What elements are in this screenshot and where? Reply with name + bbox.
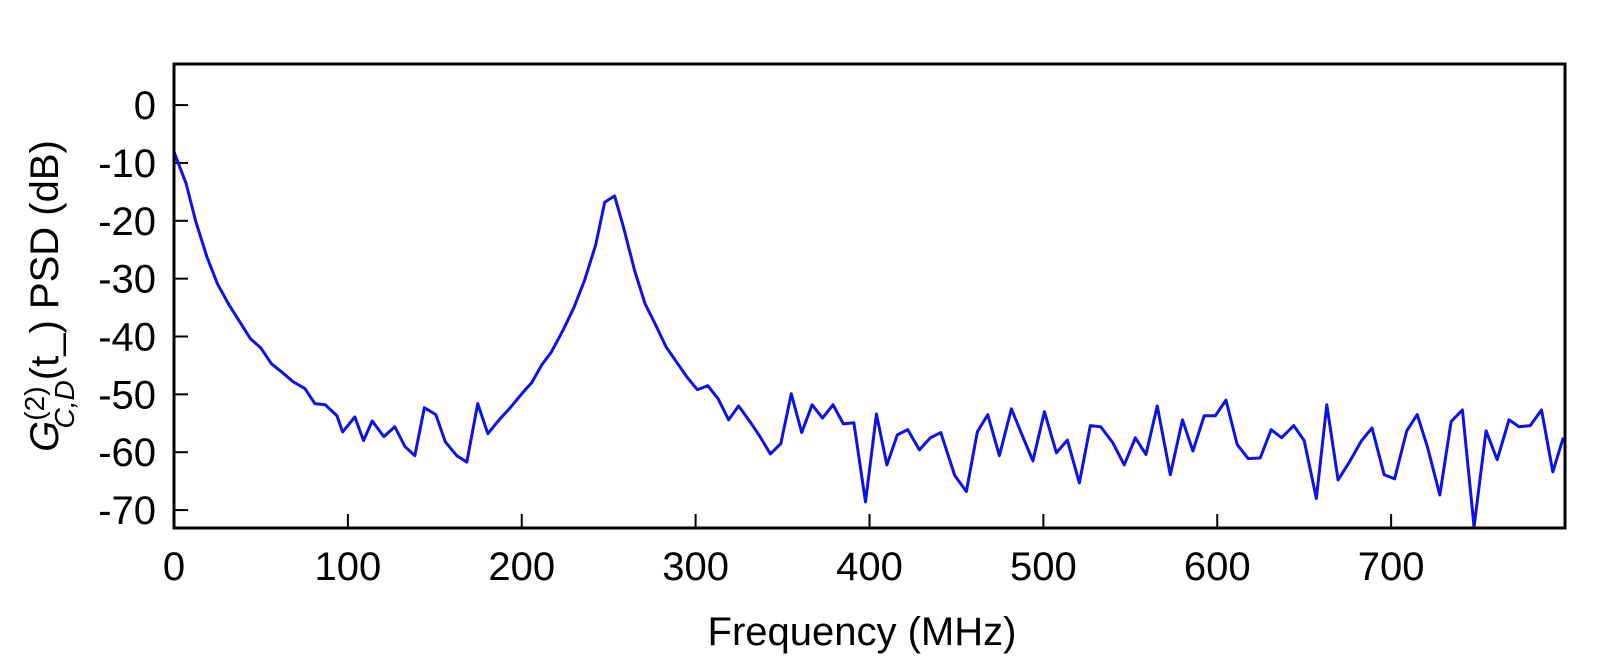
- y-tick-label: -70: [98, 489, 156, 533]
- x-tick-label: 200: [488, 545, 555, 589]
- x-tick-label: 500: [1010, 545, 1077, 589]
- plot-frame: [172, 62, 1567, 530]
- y-axis-label: G(2)C,D(t_) PSD (dB): [19, 140, 80, 452]
- y-label-rest: PSD (dB): [23, 140, 67, 320]
- y-label-sup: (2): [19, 386, 50, 420]
- x-axis-label: Frequency (MHz): [708, 610, 1017, 654]
- y-tick-label: -30: [98, 258, 156, 302]
- x-tick-label: 100: [315, 545, 382, 589]
- y-tick-label: -10: [98, 142, 156, 186]
- x-tick-label: 600: [1184, 545, 1251, 589]
- y-tick-label: -40: [98, 315, 156, 359]
- y-tick-label: 0: [134, 84, 156, 128]
- x-tick-label: 300: [662, 545, 729, 589]
- y-label-base: G: [23, 421, 67, 452]
- y-tick-label: -50: [98, 373, 156, 417]
- y-label-arg: (t_): [23, 320, 67, 380]
- x-tick-label: 400: [836, 545, 903, 589]
- data-line: [172, 151, 1565, 529]
- y-tick-label: -60: [98, 431, 156, 475]
- x-tick-label: 700: [1358, 545, 1425, 589]
- y-tick-label: -20: [98, 200, 156, 244]
- y-label-sub: C,D: [49, 380, 80, 428]
- x-tick-label: 0: [163, 545, 185, 589]
